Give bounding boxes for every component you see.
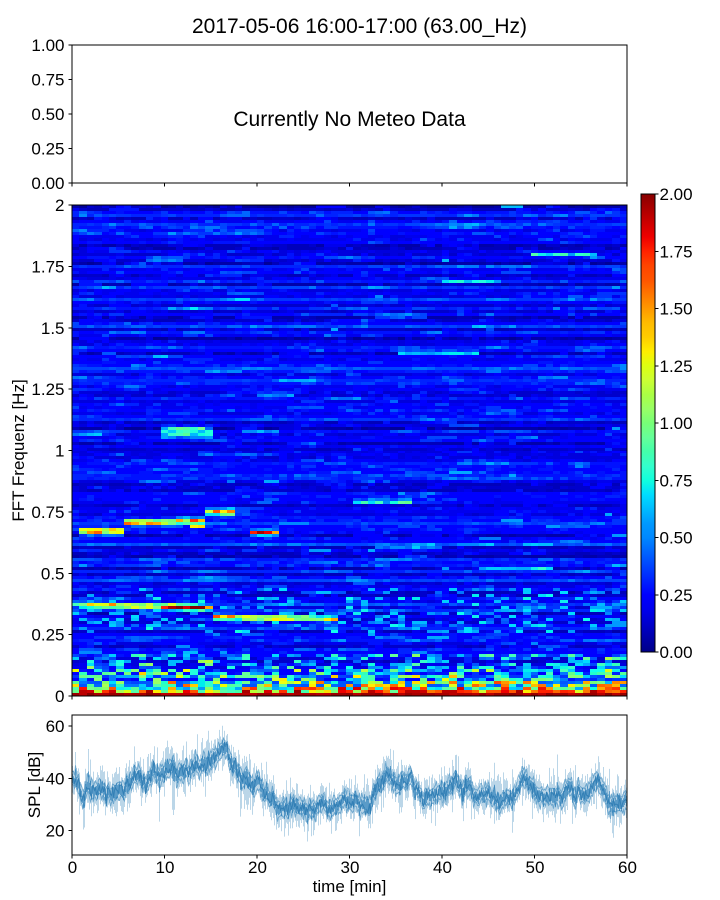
svg-text:0.25: 0.25 [660,586,693,605]
svg-text:1.25: 1.25 [31,380,64,399]
svg-text:FFT Frequenz [Hz]: FFT Frequenz [Hz] [9,379,28,521]
svg-text:0: 0 [55,687,64,706]
svg-text:0.5: 0.5 [41,564,65,583]
svg-text:1.5: 1.5 [41,319,65,338]
svg-text:1.00: 1.00 [31,36,64,55]
svg-text:2: 2 [55,196,64,215]
svg-text:0.25: 0.25 [31,626,64,645]
svg-text:Currently No Meteo Data: Currently No Meteo Data [233,108,466,131]
svg-text:0: 0 [68,858,77,877]
svg-text:0.00: 0.00 [31,174,64,193]
svg-text:20: 20 [248,858,267,877]
svg-text:50: 50 [526,858,545,877]
svg-text:1: 1 [55,442,64,461]
svg-text:60: 60 [46,717,65,736]
svg-text:0.75: 0.75 [31,71,64,90]
svg-text:2.00: 2.00 [660,185,693,204]
svg-text:1.75: 1.75 [31,257,64,276]
svg-text:40: 40 [46,769,65,788]
svg-text:time [min]: time [min] [313,877,387,896]
svg-text:0.25: 0.25 [31,140,64,159]
svg-text:1.25: 1.25 [660,357,693,376]
svg-text:0.50: 0.50 [660,529,693,548]
svg-text:0.75: 0.75 [660,471,693,490]
svg-text:1.50: 1.50 [660,300,693,319]
svg-text:30: 30 [341,858,360,877]
svg-text:SPL [dB]: SPL [dB] [25,752,44,818]
svg-text:60: 60 [618,858,637,877]
svg-text:0.50: 0.50 [31,105,64,124]
svg-text:1.75: 1.75 [660,242,693,261]
svg-text:10: 10 [156,858,175,877]
svg-text:0.00: 0.00 [660,643,693,662]
svg-text:2017-05-06 16:00-17:00 (63.00_: 2017-05-06 16:00-17:00 (63.00_Hz) [192,15,527,38]
svg-text:1.00: 1.00 [660,414,693,433]
svg-text:0.75: 0.75 [31,503,64,522]
svg-text:40: 40 [433,858,452,877]
svg-text:20: 20 [46,822,65,841]
